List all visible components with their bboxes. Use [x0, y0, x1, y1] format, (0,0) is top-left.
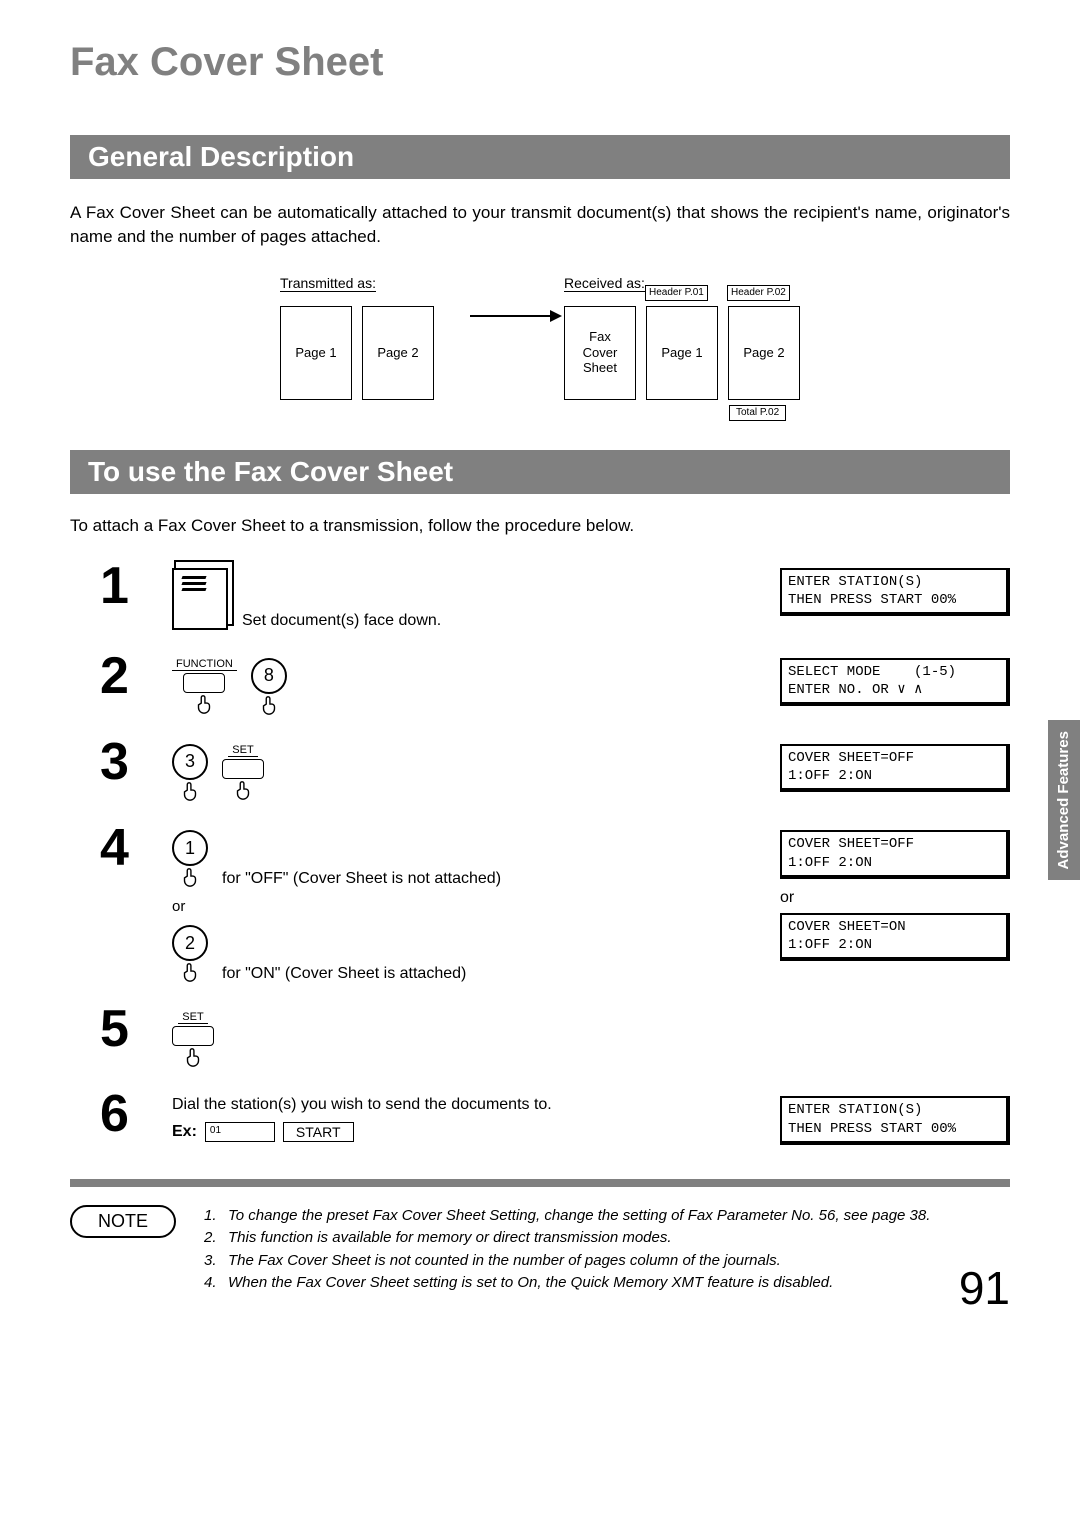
step-num: 4: [100, 822, 172, 874]
step-num: 5: [100, 1003, 172, 1055]
received-label: Received as:: [564, 275, 645, 292]
document-icon: [172, 568, 228, 630]
tx-page1: Page 1: [280, 306, 352, 400]
lcd-6: ENTER STATION(S) THEN PRESS START 00%: [780, 1096, 1010, 1144]
note-item: This function is available for memory or…: [228, 1227, 672, 1250]
set-key: SET: [172, 1011, 214, 1068]
note-badge: NOTE: [70, 1205, 176, 1238]
step6-text: Dial the station(s) you wish to send the…: [172, 1096, 552, 1114]
step-3: 3 3 SET COVER SHEET=OFF 1:OFF 2:ON: [100, 736, 1010, 802]
press-hand-icon: [232, 779, 254, 801]
step-1: 1 Set document(s) face down. ENTER STATI…: [100, 560, 1010, 630]
step-num: 3: [100, 736, 172, 788]
tx-page2: Page 2: [362, 306, 434, 400]
arrow-icon: [470, 315, 560, 317]
key-3: 3: [172, 744, 208, 802]
step-5: 5 SET: [100, 1003, 1010, 1068]
page: Advanced Features Fax Cover Sheet Genera…: [0, 0, 1080, 1335]
header-p02: Header P.02: [727, 285, 790, 301]
step-num: 2: [100, 650, 172, 702]
lcd-4b: COVER SHEET=ON 1:OFF 2:ON: [780, 913, 1010, 961]
note-item: When the Fax Cover Sheet setting is set …: [228, 1272, 833, 1295]
side-tab: Advanced Features: [1048, 720, 1080, 880]
total-p02: Total P.02: [729, 405, 786, 421]
transmitted-col: Transmitted as: Page 1 Page 2: [280, 275, 434, 400]
step-6: 6 Dial the station(s) you wish to send t…: [100, 1088, 1010, 1154]
press-hand-icon: [179, 780, 201, 802]
lcd-3: COVER SHEET=OFF 1:OFF 2:ON: [780, 744, 1010, 792]
step-num: 1: [100, 560, 172, 612]
step-2: 2 FUNCTION 8 SELECT MODE (1-5) ENTER NO.…: [100, 650, 1010, 716]
general-body: A Fax Cover Sheet can be automatically a…: [70, 201, 1010, 249]
set-key: SET: [222, 744, 264, 801]
press-hand-icon: [193, 693, 215, 715]
note-list: 1.To change the preset Fax Cover Sheet S…: [204, 1205, 930, 1295]
step-4: 4 1 for "OFF" (Cover Sheet is not attach…: [100, 822, 1010, 983]
ex-value: 01: [205, 1122, 275, 1142]
rx-cover: Fax Cover Sheet: [564, 306, 636, 400]
note-item: To change the preset Fax Cover Sheet Set…: [228, 1205, 930, 1228]
press-hand-icon: [179, 866, 201, 888]
section-heading-general: General Description: [70, 135, 1010, 179]
press-hand-icon: [182, 1046, 204, 1068]
received-col: Received as: Fax Cover Sheet Page 1 Head…: [564, 275, 800, 400]
note-item: The Fax Cover Sheet is not counted in th…: [228, 1250, 781, 1273]
step-num: 6: [100, 1088, 172, 1140]
section-heading-use: To use the Fax Cover Sheet: [70, 450, 1010, 494]
step4-text-off: for "OFF" (Cover Sheet is not attached): [222, 870, 501, 888]
step1-text: Set document(s) face down.: [242, 612, 441, 630]
rx-page2: Page 2 Header P.02 Total P.02: [728, 306, 800, 400]
lcd-4a: COVER SHEET=OFF 1:OFF 2:ON: [780, 830, 1010, 878]
step4-text-on: for "ON" (Cover Sheet is attached): [222, 965, 466, 983]
ex-label: Ex:: [172, 1123, 197, 1141]
key-1: 1: [172, 830, 208, 888]
page-title: Fax Cover Sheet: [70, 40, 1010, 85]
step4-or: or: [172, 898, 501, 915]
transmitted-label: Transmitted as:: [280, 275, 376, 292]
side-tab-text: Advanced Features: [1056, 731, 1073, 869]
diagram: Transmitted as: Page 1 Page 2 Received a…: [70, 275, 1010, 400]
press-hand-icon: [258, 694, 280, 716]
key-8: 8: [251, 658, 287, 716]
steps: 1 Set document(s) face down. ENTER STATI…: [100, 560, 1010, 1155]
rx-page1: Page 1 Header P.01: [646, 306, 718, 400]
key-2: 2: [172, 925, 208, 983]
use-intro: To attach a Fax Cover Sheet to a transmi…: [70, 516, 1010, 536]
lcd-or: or: [780, 889, 1010, 907]
press-hand-icon: [179, 961, 201, 983]
lcd-1: ENTER STATION(S) THEN PRESS START 00%: [780, 568, 1010, 616]
page-number: 91: [959, 1261, 1010, 1315]
function-key: FUNCTION: [172, 658, 237, 715]
note-section: NOTE 1.To change the preset Fax Cover Sh…: [70, 1205, 1010, 1295]
lcd-2: SELECT MODE (1-5) ENTER NO. OR ∨ ∧: [780, 658, 1010, 706]
divider: [70, 1179, 1010, 1187]
header-p01: Header P.01: [645, 285, 708, 301]
start-key: START: [283, 1122, 354, 1142]
